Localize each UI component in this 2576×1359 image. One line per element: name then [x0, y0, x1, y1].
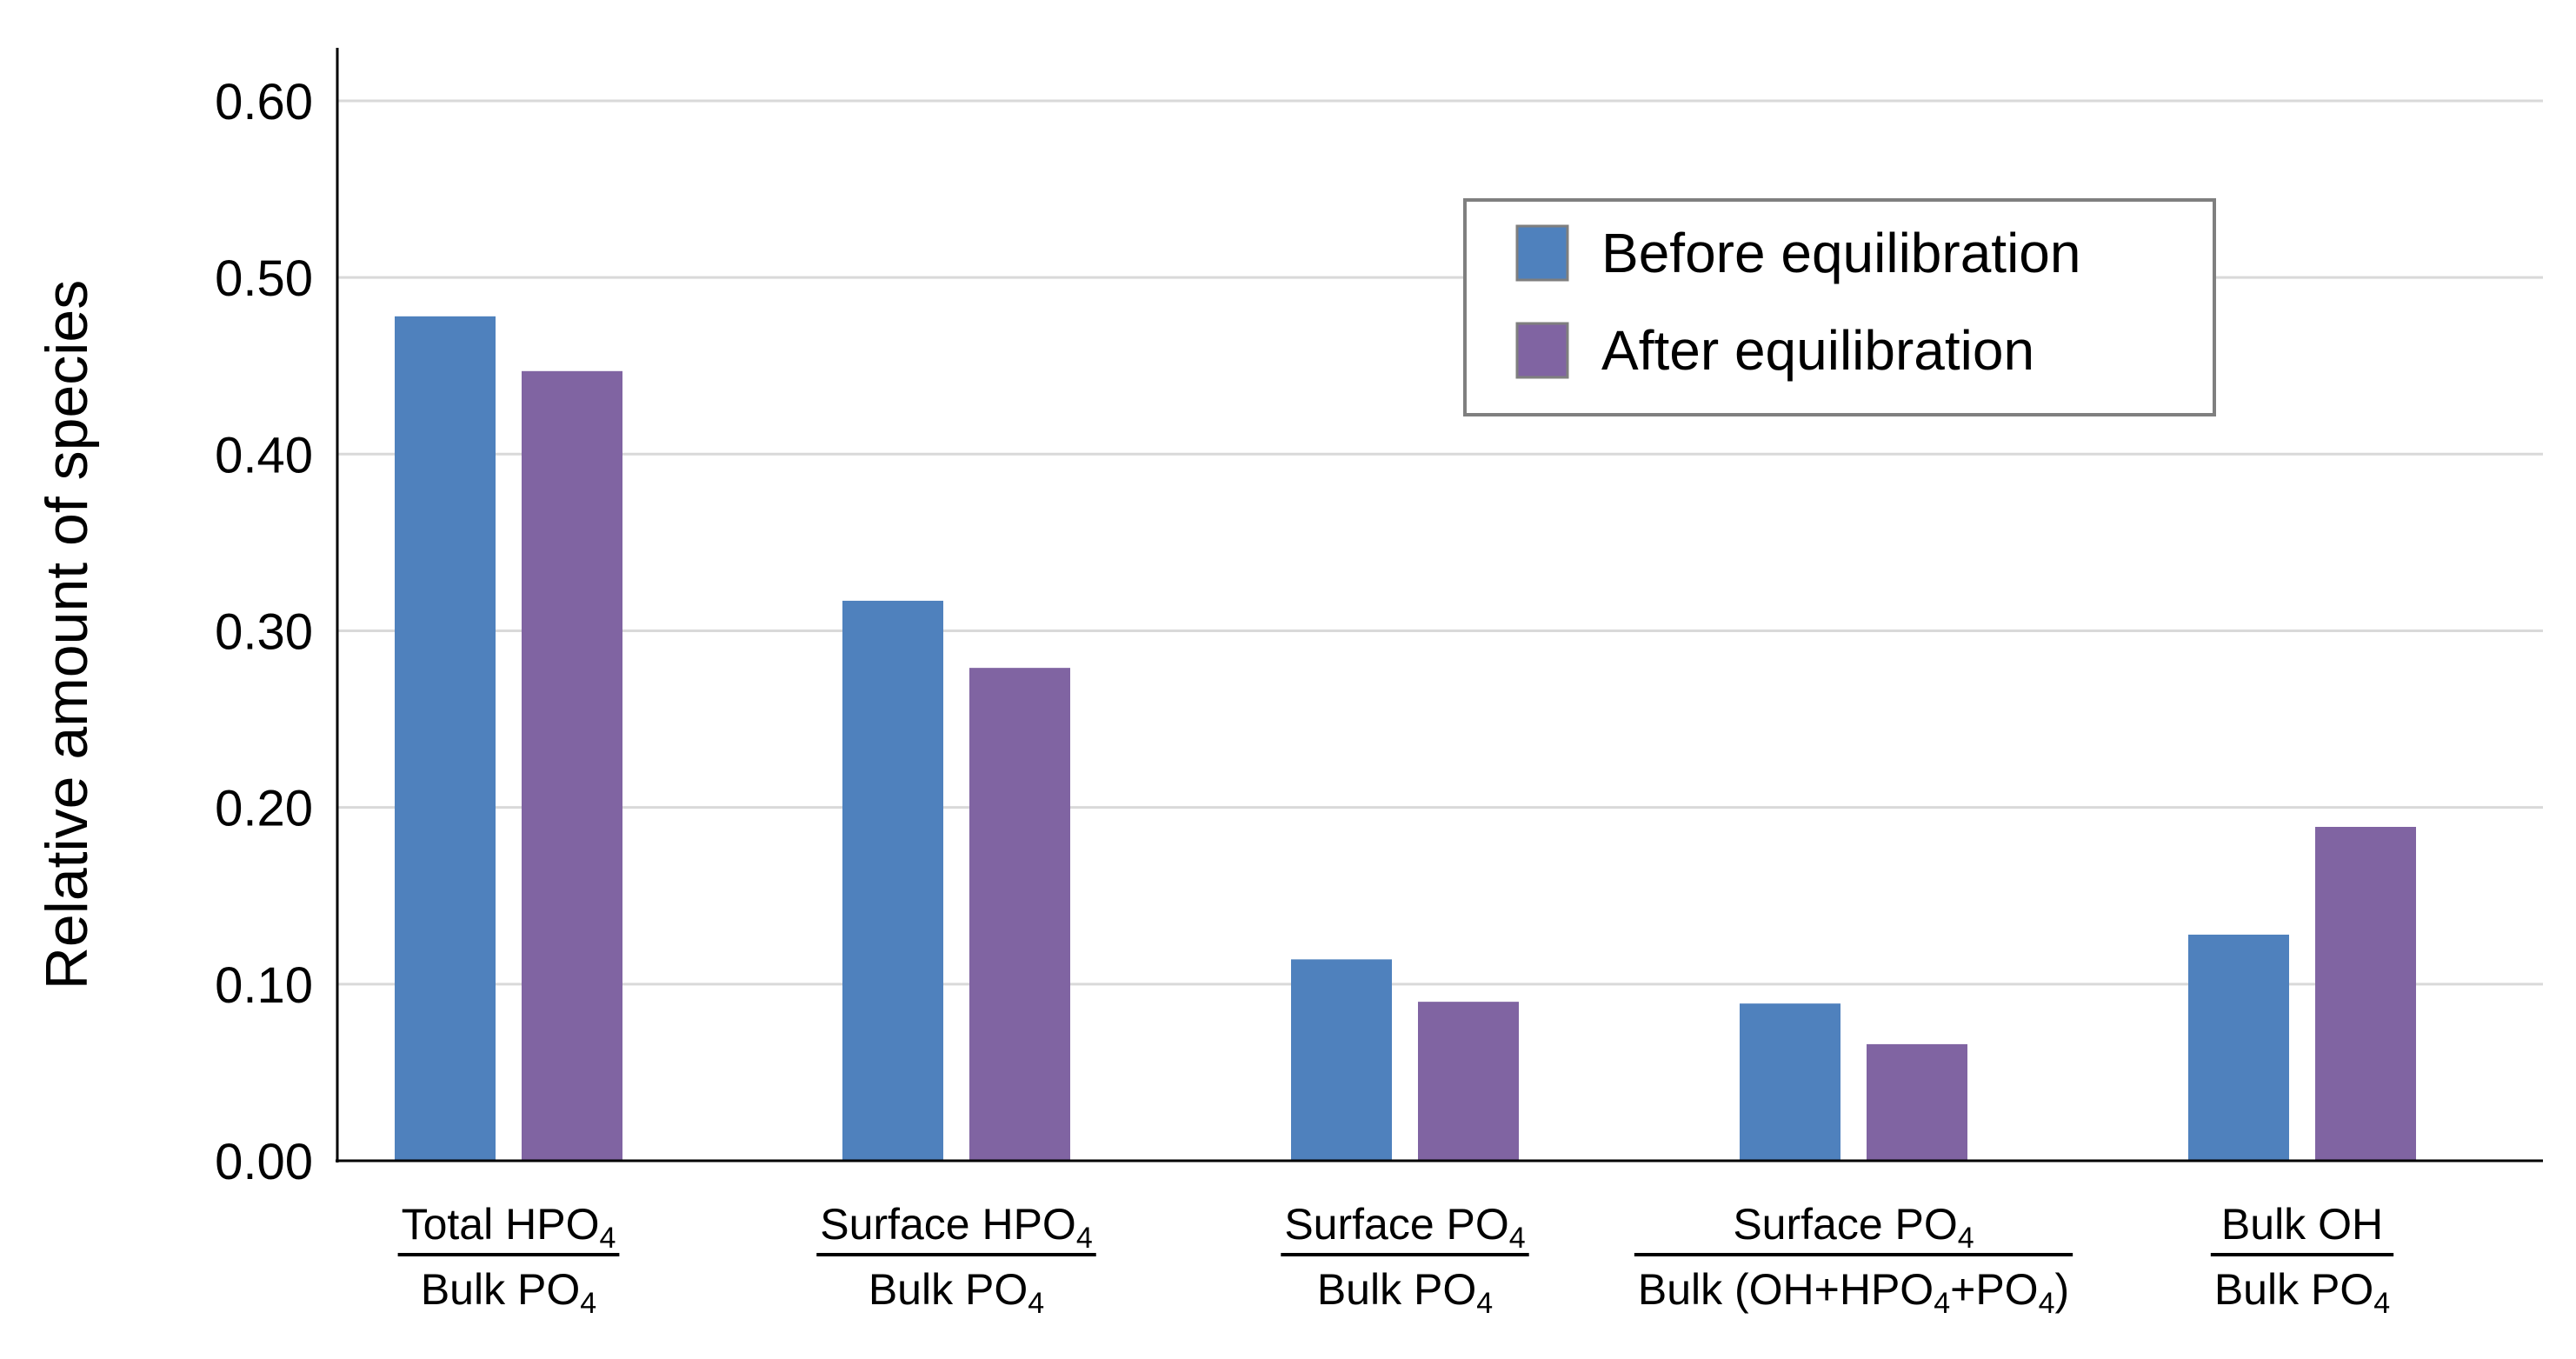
legend-label-after: After equilibration — [1601, 319, 2034, 382]
bar-before-5 — [2188, 934, 2289, 1161]
bars — [395, 316, 2416, 1161]
category-label-1: Total HPO4 Bulk PO4 — [397, 1200, 620, 1320]
bar-before-3 — [1291, 959, 1392, 1161]
bar-before-1 — [395, 316, 496, 1161]
gridlines — [337, 99, 2543, 986]
y-tick-label: 0.60 — [215, 74, 313, 130]
y-tick-label: 0.00 — [215, 1134, 313, 1190]
category-denominator: Bulk (OH+HPO4+PO4) — [1638, 1265, 2069, 1320]
y-tick-label: 0.30 — [215, 603, 313, 660]
bar-before-4 — [1740, 1003, 1840, 1161]
legend: Before equilibration After equilibration — [1463, 198, 2216, 416]
bar-after-4 — [1867, 1043, 1967, 1161]
bar-after-2 — [969, 668, 1070, 1161]
bar-after-5 — [2315, 827, 2416, 1161]
category-denominator: Bulk PO4 — [421, 1265, 596, 1320]
bar-after-1 — [522, 370, 622, 1161]
legend-frame — [1463, 198, 2216, 416]
y-tick-labels: 0.00 0.10 0.20 0.30 0.40 0.50 0.60 — [215, 74, 313, 1190]
category-label-4: Surface PO4 Bulk (OH+HPO4+PO4) — [1634, 1200, 2073, 1320]
category-numerator: Surface PO4 — [1733, 1200, 1974, 1255]
category-denominator: Bulk PO4 — [1317, 1265, 1493, 1320]
legend-swatch-before — [1515, 224, 1569, 282]
legend-swatch-after — [1515, 322, 1569, 379]
y-tick-label: 0.20 — [215, 781, 313, 837]
category-label-3: Surface PO4 Bulk PO4 — [1281, 1200, 1529, 1320]
y-tick-label: 0.40 — [215, 427, 313, 483]
category-numerator: Surface PO4 — [1284, 1200, 1525, 1255]
category-numerator: Surface HPO4 — [820, 1200, 1092, 1255]
legend-label-before: Before equilibration — [1601, 222, 2080, 284]
category-numerator: Total HPO4 — [402, 1200, 616, 1255]
category-denominator: Bulk PO4 — [869, 1265, 1044, 1320]
category-denominator: Bulk PO4 — [2214, 1265, 2390, 1320]
y-tick-label: 0.10 — [215, 957, 313, 1014]
y-tick-label: 0.50 — [215, 250, 313, 307]
category-label-2: Surface HPO4 Bulk PO4 — [816, 1200, 1096, 1320]
bar-before-2 — [842, 600, 943, 1161]
bar-after-3 — [1418, 1002, 1519, 1161]
category-numerator: Bulk OH — [2221, 1200, 2383, 1249]
category-label-5: Bulk OH Bulk PO4 — [2210, 1200, 2394, 1320]
y-axis-label: Relative amount of species — [34, 280, 100, 989]
